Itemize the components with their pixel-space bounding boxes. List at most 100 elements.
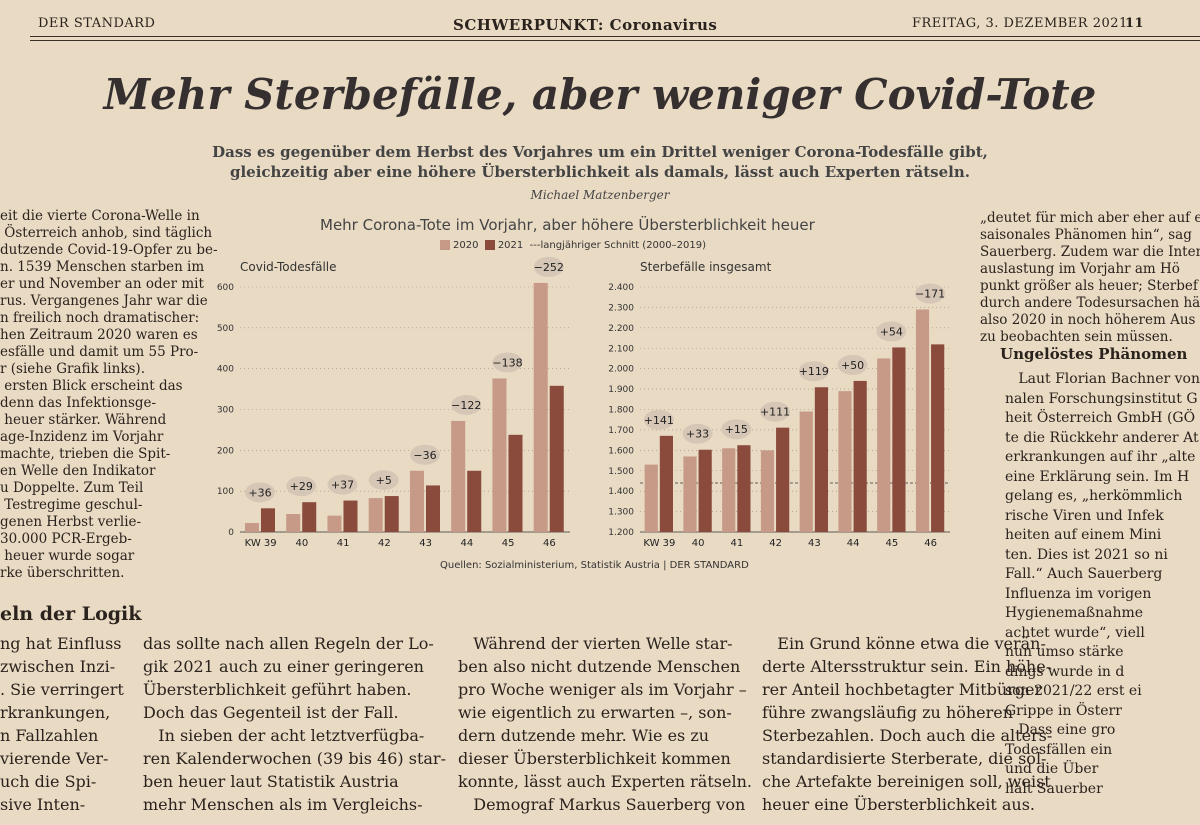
covid-bar-2020 xyxy=(451,420,466,532)
body-column-1: das sollte nach allen Regeln der Lo- gik… xyxy=(143,634,446,814)
covid-bar-2021 xyxy=(384,496,399,532)
total-bar-2020 xyxy=(877,358,891,532)
total-xtick-label: 41 xyxy=(731,538,744,549)
covid-diff-bubble xyxy=(368,470,399,491)
covid-ytick-label: 400 xyxy=(217,365,234,375)
subhead: Dass es gegenüber dem Herbst des Vorjahr… xyxy=(180,142,1020,182)
covid-bar-2020 xyxy=(244,523,259,532)
total-title: Sterbefälle insgesamt xyxy=(640,260,772,274)
total-bar-2021 xyxy=(892,347,906,532)
total-diff-bubble xyxy=(760,401,791,422)
chart-legend: 2020 2021 ---langjähriger Schnitt (2000–… xyxy=(440,240,706,251)
total-bar-2021 xyxy=(931,344,945,532)
covid-bar-2021 xyxy=(549,385,564,532)
covid-diff-bubble xyxy=(244,482,275,503)
total-ytick-label: 2.400 xyxy=(608,283,634,293)
total-ytick-label: 2.100 xyxy=(608,344,634,354)
author: Michael Matzenberger xyxy=(530,188,670,202)
total-bar-2020 xyxy=(799,411,813,532)
total-ytick-label: 1.700 xyxy=(608,426,634,436)
covid-xtick-label: 43 xyxy=(419,538,432,549)
covid-diff-label: +29 xyxy=(290,480,313,493)
total-xtick-label: KW 39 xyxy=(643,538,675,549)
total-bar-2021 xyxy=(737,445,751,532)
covid-diff-bubble xyxy=(451,394,482,415)
right-section-heading: Ungelöstes Phänomen xyxy=(1000,345,1188,363)
total-diff-label: +111 xyxy=(760,406,790,419)
total-bar-2020 xyxy=(915,309,930,532)
paper-name: DER STANDARD xyxy=(38,16,156,31)
total-diff-label: +54 xyxy=(880,325,903,338)
total-bar-2021 xyxy=(776,427,790,532)
total-bar-2021 xyxy=(698,449,712,532)
covid-diff-label: +37 xyxy=(331,479,354,492)
right-column-text-2: Laut Florian Bachner von nalen Forschung… xyxy=(1005,371,1200,797)
covid-diff-label: −122 xyxy=(451,399,481,412)
total-diff-bubble xyxy=(915,283,946,304)
covid-diff-bubble xyxy=(286,476,317,497)
legend-swatch-2020 xyxy=(440,240,450,250)
chart-title: Mehr Corona-Tote im Vorjahr, aber höhere… xyxy=(320,216,815,234)
total-diff-bubble xyxy=(643,409,674,430)
covid-diff-label: +36 xyxy=(248,486,271,499)
covid-bar-2021 xyxy=(425,485,440,532)
covid-diff-bubble xyxy=(533,256,564,277)
total-xtick-label: 45 xyxy=(886,538,899,549)
total-bar-2020 xyxy=(838,391,852,532)
total-bar-2021 xyxy=(814,387,828,532)
date: FREITAG, 3. DEZEMBER 2021 xyxy=(912,16,1128,31)
covid-xtick-label: 41 xyxy=(337,538,350,549)
covid-ytick-label: 0 xyxy=(228,528,234,538)
total-diff-label: +33 xyxy=(686,428,709,441)
covid-bar-2020 xyxy=(368,498,383,532)
total-deaths-chart: Sterbefälle insgesamt 1.200 1.300 1.400 1.50… xyxy=(608,260,950,549)
total-bar-2020 xyxy=(644,464,658,532)
total-bar-2020 xyxy=(760,450,775,532)
right-column-text: „deutet für mich aber eher auf ein saiso… xyxy=(980,210,1200,345)
headline: Mehr Sterbefälle, aber weniger Covid-Tot… xyxy=(103,70,1097,119)
total-diff-bubble xyxy=(837,354,868,375)
covid-bar-2020 xyxy=(286,514,301,532)
covid-ytick-label: 600 xyxy=(217,283,234,293)
total-ytick-label: 2.200 xyxy=(608,324,634,334)
page-number: 11 xyxy=(1125,16,1145,31)
total-xtick-label: 44 xyxy=(847,538,860,549)
covid-diff-label: −138 xyxy=(492,356,522,369)
total-diff-label: +141 xyxy=(644,414,674,427)
covid-bar-2020 xyxy=(492,378,507,532)
covid-xtick-label: 42 xyxy=(378,538,391,549)
chart-source: Quellen: Sozialministerium, Statistik Au… xyxy=(440,560,749,571)
total-bar-2021 xyxy=(853,380,867,532)
masthead-rule xyxy=(30,36,1200,37)
total-ytick-label: 1.200 xyxy=(608,528,634,538)
total-diff-bubble xyxy=(876,321,907,342)
covid-ytick-label: 500 xyxy=(217,324,234,334)
left-column-text: eit die vierte Corona-Welle in Österreic… xyxy=(0,208,218,581)
covid-xtick-label: KW 39 xyxy=(245,538,277,549)
subhead-line-2: gleichzeitig aber eine höhere Übersterbl… xyxy=(229,163,971,181)
charts-svg: Covid-Todesfälle 0 100 200 300 400 500 600 +36 KW… xyxy=(217,256,950,549)
covid-bar-2021 xyxy=(260,508,275,532)
left-column-text-2: ng hat Einfluss zwischen Inzi- . Sie ver… xyxy=(0,634,124,814)
covid-ytick-label: 200 xyxy=(217,446,234,456)
covid-xtick-label: 46 xyxy=(543,538,556,549)
total-ytick-label: 2.300 xyxy=(608,303,634,313)
total-ytick-label: 1.400 xyxy=(608,487,634,497)
covid-xtick-label: 45 xyxy=(502,538,515,549)
body-column-3: Ein Grund könne etwa die verän- derte Al… xyxy=(762,634,1053,814)
covid-bar-2021 xyxy=(302,502,317,532)
total-bar-2021 xyxy=(659,435,673,532)
covid-diff-bubble xyxy=(327,474,358,495)
covid-ytick-label: 300 xyxy=(217,406,234,416)
total-diff-bubble xyxy=(798,361,829,382)
covid-deaths-chart: Covid-Todesfälle 0 100 200 300 400 500 600 +36 KW… xyxy=(217,256,570,549)
covid-bar-2020 xyxy=(327,515,342,532)
masthead-rule-2 xyxy=(30,40,1200,41)
total-xtick-label: 40 xyxy=(692,538,705,549)
total-ytick-label: 1.500 xyxy=(608,467,634,477)
subhead-line-1: Dass es gegenüber dem Herbst des Vorjahr… xyxy=(212,143,988,161)
covid-diff-label: +5 xyxy=(376,474,392,487)
legend-swatch-2021 xyxy=(484,240,495,250)
total-ytick-label: 1.300 xyxy=(608,508,634,518)
total-ytick-label: 1.800 xyxy=(608,406,634,416)
